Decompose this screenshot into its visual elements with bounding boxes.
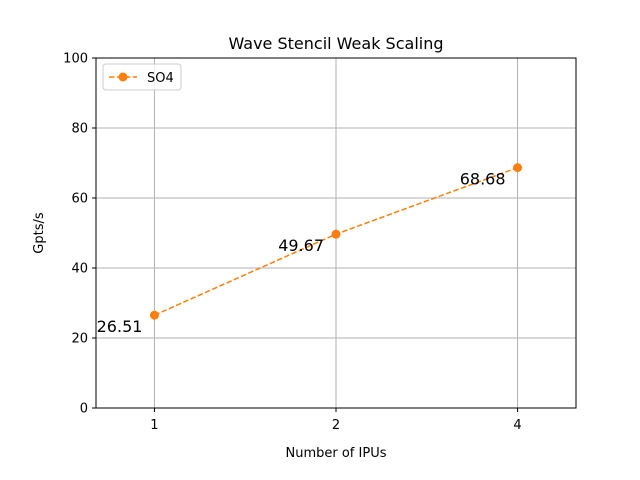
plot-area xyxy=(149,163,523,320)
data-label: 68.68 xyxy=(460,170,506,189)
x-tick-label: 1 xyxy=(150,418,158,433)
legend-box xyxy=(102,63,182,91)
y-tick-label: 40 xyxy=(71,262,88,277)
data-label: 26.51 xyxy=(97,317,143,336)
legend-marker xyxy=(118,72,128,82)
x-axis-label: Number of IPUs xyxy=(286,446,387,461)
x-tick-label: 2 xyxy=(332,418,340,433)
y-tick-label: 0 xyxy=(80,402,88,417)
legend-label: SO4 xyxy=(147,71,174,86)
data-point xyxy=(331,229,341,239)
legend: SO4 xyxy=(102,63,182,91)
y-tick-label: 60 xyxy=(71,192,88,207)
y-tick-label: 80 xyxy=(71,122,88,137)
data-label: 49.67 xyxy=(278,236,324,255)
y-tick-label: 100 xyxy=(63,52,88,67)
y-axis-label: Gpts/s xyxy=(32,212,47,254)
x-tick-label: 4 xyxy=(513,418,521,433)
y-tick-label: 20 xyxy=(71,332,88,347)
chart-title: Wave Stencil Weak Scaling xyxy=(228,34,443,53)
data-labels: 26.51 49.67 68.68 xyxy=(97,170,506,337)
data-point xyxy=(513,163,523,173)
data-point xyxy=(149,310,159,320)
